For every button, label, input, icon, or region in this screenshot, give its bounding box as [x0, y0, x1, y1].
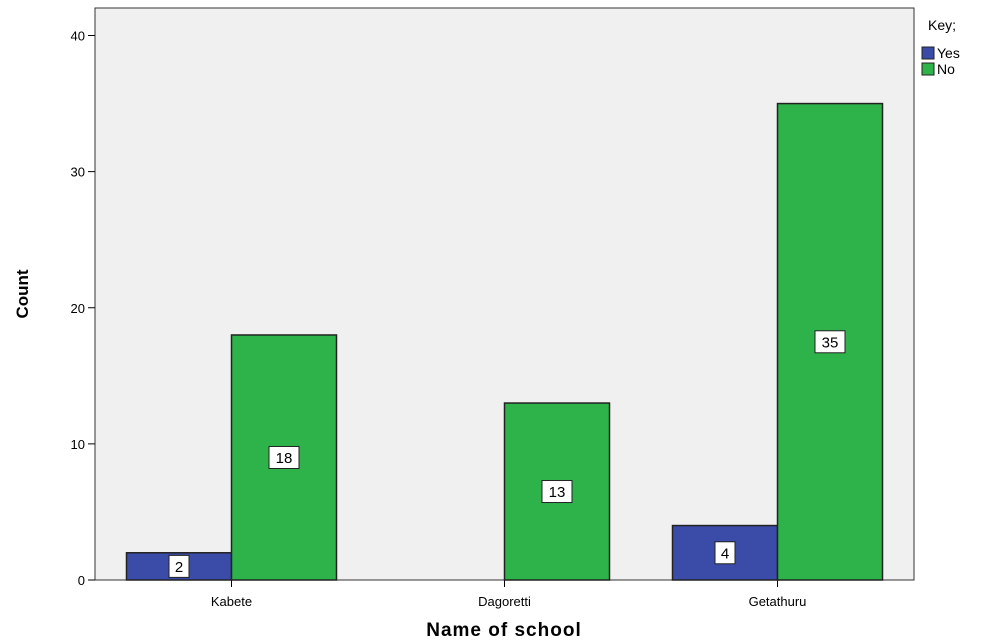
y-axis: 0 10 20 30 40	[71, 29, 95, 588]
data-label: 4	[721, 545, 729, 562]
data-label-box	[814, 330, 846, 354]
y-tick-label: 0	[78, 573, 85, 588]
legend-label-no: No	[937, 61, 955, 77]
y-tick-label: 30	[71, 165, 85, 180]
data-label: 35	[822, 334, 839, 351]
legend-swatch-yes	[921, 46, 935, 60]
y-tick-label: 10	[71, 437, 85, 452]
x-axis-title: Name of school	[426, 620, 581, 641]
legend-label-yes: Yes	[937, 45, 960, 61]
data-label-box	[541, 480, 573, 504]
data-label-box	[168, 554, 190, 578]
bar-labels: 2 4 18 13 35	[168, 330, 846, 578]
legend-title: Key;	[928, 17, 956, 33]
y-tick-label: 20	[71, 301, 85, 316]
data-label-box	[268, 445, 300, 469]
data-label: 2	[175, 559, 183, 576]
data-label: 13	[549, 484, 566, 501]
y-tick-label: 40	[71, 29, 85, 44]
y-axis-title: Count	[13, 269, 32, 318]
bars	[125, 102, 884, 581]
x-axis: Kabete Dagoretti Getathuru	[211, 580, 807, 609]
x-tick-label: Kabete	[211, 594, 252, 609]
x-tick-label: Getathuru	[749, 594, 807, 609]
data-label-box	[714, 541, 736, 565]
legend-swatch-no	[921, 62, 935, 76]
data-label: 18	[276, 450, 293, 467]
x-tick-label: Dagoretti	[478, 594, 531, 609]
